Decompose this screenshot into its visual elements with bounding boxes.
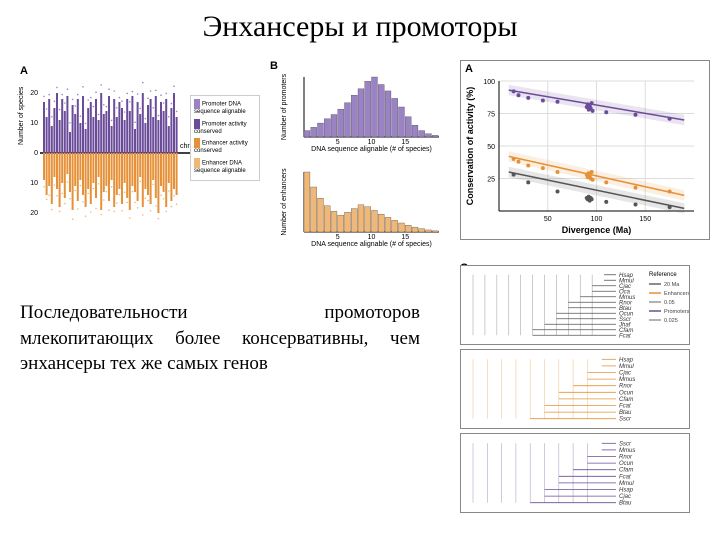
svg-text:Conservation of activity (%): Conservation of activity (%) [465, 87, 475, 206]
svg-text:75: 75 [487, 112, 495, 119]
svg-text:Enhancers: Enhancers [664, 291, 689, 297]
svg-text:Number of enhancers: Number of enhancers [281, 168, 288, 236]
svg-text:25: 25 [487, 177, 495, 184]
svg-text:Ocun: Ocun [619, 461, 634, 467]
svg-text:Rnor: Rnor [619, 455, 633, 461]
svg-text:Cjac: Cjac [619, 494, 631, 500]
panel-b-label: B [270, 60, 278, 72]
svg-text:50: 50 [487, 144, 495, 151]
svg-text:Cfam: Cfam [619, 397, 633, 403]
svg-text:Cfam: Cfam [619, 468, 633, 474]
slide-title: Энхансеры и промоторы [0, 0, 720, 44]
svg-text:Fcat: Fcat [619, 333, 631, 339]
svg-text:Reference: Reference [649, 272, 677, 278]
tree-promoters: SscrMmusRnorOcunCfamFcatMmulHsapCjacBtau [460, 433, 690, 513]
panel-a-legend: Promoter DNA sequence alignablePromoter … [190, 95, 260, 181]
panel-a: A 010201020 Number of species chr 1 Prom… [20, 65, 260, 235]
svg-text:Hsap: Hsap [619, 357, 634, 363]
svg-text:Sscr: Sscr [619, 441, 632, 447]
svg-text:5: 5 [336, 139, 340, 146]
divergence-scatter: 25 50 75 100 50 100 150 Conservation of activit… [461, 61, 711, 239]
summary-text: Последовательности промоторов млекопитаю… [20, 300, 420, 377]
enhancer-histogram: Number of enhancers DNA sequence alignabl… [278, 160, 448, 250]
svg-text:Btau: Btau [619, 410, 632, 416]
svg-text:50: 50 [544, 216, 552, 223]
svg-text:Number of promoters: Number of promoters [281, 73, 288, 140]
svg-text:Btau: Btau [619, 501, 632, 507]
svg-text:Hsap: Hsap [619, 488, 634, 494]
svg-text:10: 10 [368, 234, 376, 241]
tree-enhancers: HsapMmulCjacMmusRnorOcunCfamFcatBtauSscr [460, 349, 690, 429]
mirror-bar-chart: 0 10 20 10 20 [25, 73, 195, 233]
svg-text:Ocun: Ocun [619, 390, 634, 396]
svg-text:5: 5 [336, 234, 340, 241]
panel-a-ylabel: Number of species [18, 87, 25, 145]
svg-text:Mmus: Mmus [619, 448, 635, 454]
panel-r-label: A [465, 63, 473, 75]
panel-c-trees: C HsapMmulCjacOcaMmusRnorBtauOcunSscrJha… [460, 265, 700, 535]
svg-text:150: 150 [639, 216, 651, 223]
svg-text:100: 100 [591, 216, 603, 223]
svg-text:Mmul: Mmul [619, 364, 634, 370]
svg-text:Fcat: Fcat [619, 474, 631, 480]
svg-text:Rnor: Rnor [619, 384, 633, 390]
svg-text:Cjac: Cjac [619, 371, 631, 377]
svg-text:Sscr: Sscr [619, 417, 632, 423]
panel-b: B Number of promoters DNA sequence aligna… [270, 60, 450, 260]
svg-text:15: 15 [401, 234, 409, 241]
svg-text:10: 10 [30, 180, 38, 187]
svg-text:0.025: 0.025 [664, 318, 678, 324]
svg-text:Divergence (Ma): Divergence (Ma) [562, 225, 632, 235]
tree-reference: HsapMmulCjacOcaMmusRnorBtauOcunSscrJhafC… [460, 265, 690, 345]
svg-text:Mmus: Mmus [619, 377, 635, 383]
svg-text:Mmul: Mmul [619, 481, 634, 487]
svg-text:0: 0 [34, 150, 38, 157]
svg-text:100: 100 [483, 79, 495, 86]
svg-text:10: 10 [368, 139, 376, 146]
svg-text:10: 10 [30, 120, 38, 127]
figure-row: A 010201020 Number of species chr 1 Prom… [10, 60, 710, 270]
svg-text:Fcat: Fcat [619, 404, 631, 410]
svg-text:20: 20 [30, 90, 38, 97]
svg-text:DNA sequence alignable (# of s: DNA sequence alignable (# of species) [311, 146, 432, 153]
svg-text:0.05: 0.05 [664, 300, 675, 306]
svg-text:20 Ma: 20 Ma [664, 282, 680, 288]
panel-right-scatter: A 25 50 75 100 50 100 150 Conservation of activ… [460, 60, 710, 240]
svg-text:DNA sequence alignable (# of s: DNA sequence alignable (# of species) [311, 241, 432, 248]
svg-text:Promoters: Promoters [664, 309, 689, 315]
svg-text:20: 20 [30, 210, 38, 217]
svg-text:15: 15 [401, 139, 409, 146]
promoter-histogram: Number of promoters DNA sequence alignabl… [278, 65, 448, 155]
